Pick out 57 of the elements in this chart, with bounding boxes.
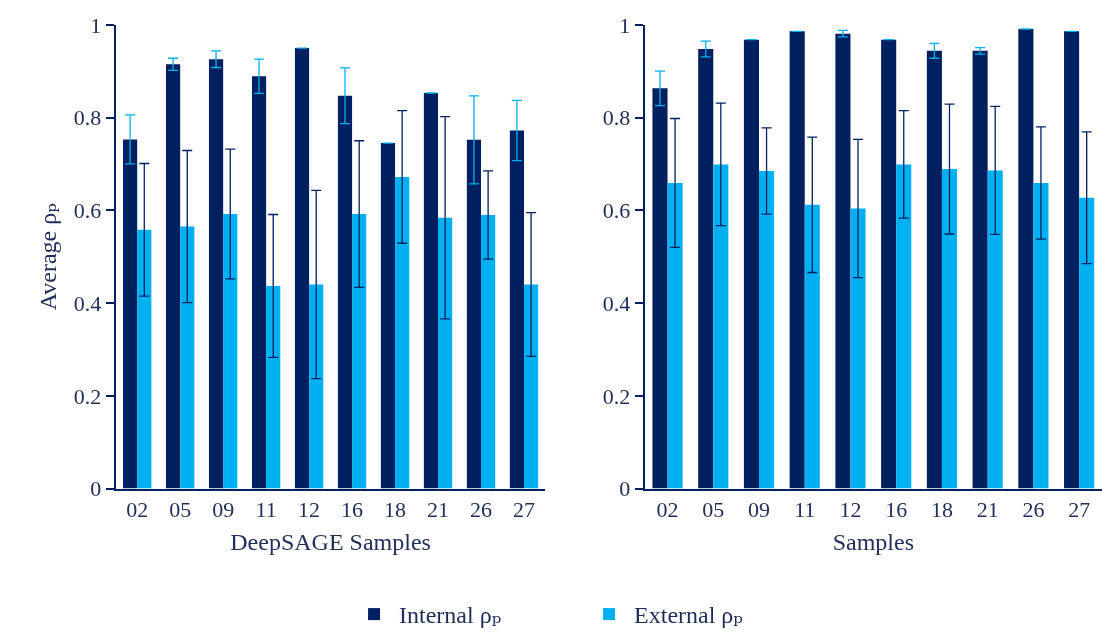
x-tick-label: 26 — [1022, 496, 1045, 522]
y-tick-label: 0 — [619, 476, 631, 502]
x-tick-label: 27 — [1068, 496, 1091, 522]
x-axis-title: DeepSAGE Samples — [230, 528, 431, 555]
bar — [524, 284, 539, 489]
x-tick-label: 02 — [126, 496, 149, 522]
bar — [223, 214, 238, 489]
bar — [352, 214, 367, 489]
bar — [1033, 182, 1049, 489]
x-tick-label: 12 — [839, 496, 862, 522]
y-tick-label: 0.8 — [73, 105, 102, 131]
x-tick-label: 05 — [169, 496, 192, 522]
y-tick-label: 1 — [619, 12, 631, 38]
bar — [987, 170, 1003, 489]
x-tick-label: 16 — [885, 496, 908, 522]
x-tick-label: 11 — [794, 496, 816, 522]
bar — [850, 208, 866, 489]
y-tick-label: 0.2 — [602, 383, 631, 409]
x-tick-label: 02 — [656, 496, 679, 522]
bar — [137, 229, 152, 489]
bar — [481, 214, 496, 489]
bar — [438, 217, 453, 489]
bar — [180, 226, 195, 489]
x-tick-label: 05 — [702, 496, 725, 522]
y-tick-label: 0.2 — [73, 383, 102, 409]
bar — [395, 176, 410, 489]
legend-label: External ρₚ — [634, 602, 743, 629]
bar — [941, 169, 958, 489]
bar — [266, 285, 281, 489]
y-tick-label: 0.4 — [73, 290, 102, 316]
bar — [309, 284, 324, 489]
bar — [713, 164, 729, 489]
x-tick-label: 21 — [427, 496, 450, 522]
bar — [896, 164, 912, 489]
bar — [667, 182, 683, 489]
x-tick-label: 18 — [930, 496, 953, 522]
x-tick-label: 26 — [470, 496, 493, 522]
legend-label: Internal ρₚ — [399, 602, 502, 629]
x-tick-label: 21 — [976, 496, 999, 522]
x-tick-label: 09 — [212, 496, 235, 522]
bar — [1079, 197, 1095, 489]
x-tick-label: 27 — [513, 496, 535, 522]
y-tick-label: 1 — [90, 12, 102, 38]
x-tick-label: 18 — [384, 496, 407, 522]
bar — [804, 204, 820, 489]
y-tick-label: 0.6 — [602, 198, 631, 224]
x-tick-label: 09 — [748, 496, 770, 522]
x-tick-label: 11 — [255, 496, 277, 522]
y-tick-label: 0.6 — [73, 198, 102, 224]
x-tick-label: 12 — [298, 496, 321, 522]
y-tick-label: 0 — [90, 476, 102, 502]
y-tick-label: 0.4 — [602, 290, 631, 316]
y-tick-label: 0.8 — [602, 105, 631, 131]
bar — [759, 170, 775, 489]
x-tick-label: 16 — [341, 496, 364, 522]
x-axis-title: Samples — [832, 528, 914, 555]
y-axis-title: Average ρₚ — [35, 203, 62, 311]
